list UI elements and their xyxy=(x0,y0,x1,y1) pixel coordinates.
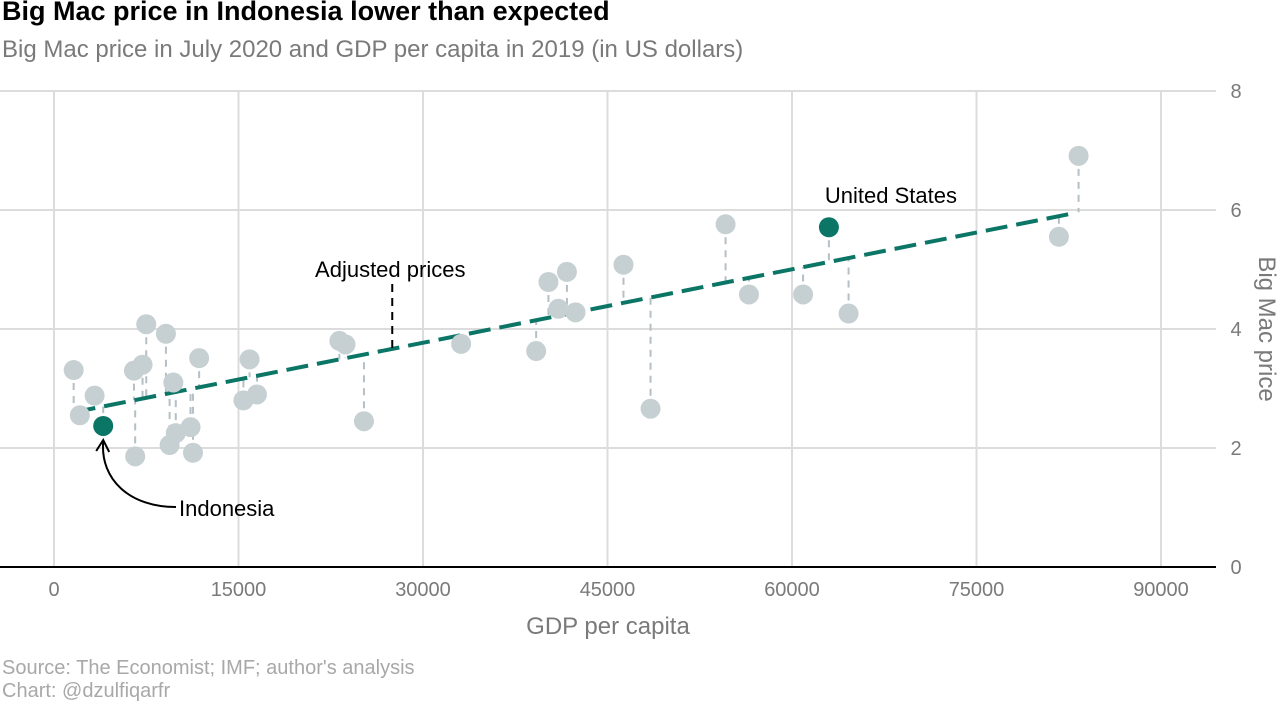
adjusted-prices-label: Adjusted prices xyxy=(315,257,465,282)
indonesia-label: Indonesia xyxy=(179,496,275,521)
x-tick-label: 75000 xyxy=(949,579,1005,601)
data-point xyxy=(353,411,374,432)
data-point xyxy=(526,341,547,362)
data-point xyxy=(84,385,105,406)
y-tick-label: 8 xyxy=(1230,81,1241,103)
data-point xyxy=(163,372,184,393)
data-point xyxy=(63,360,84,381)
y-tick-label: 6 xyxy=(1230,200,1241,222)
y-tick-label: 4 xyxy=(1230,319,1241,341)
data-point xyxy=(182,442,203,463)
source-caption: Source: The Economist; IMF; author's ana… xyxy=(2,657,415,679)
point-indonesia xyxy=(93,415,114,436)
data-point xyxy=(565,302,586,323)
data-point xyxy=(132,354,153,375)
data-point xyxy=(738,284,759,305)
chart-subtitle: Big Mac price in July 2020 and GDP per c… xyxy=(2,36,744,63)
y-tick-label: 0 xyxy=(1230,557,1241,579)
axis-layer: 0 2 4 6 8 0 15000 30000 45000 60000 75000 90000 GDP … xyxy=(0,81,1280,640)
credit-caption: Chart: @dzulfiqarfr xyxy=(2,680,171,702)
data-point xyxy=(125,446,146,467)
data-point xyxy=(69,405,90,426)
grid-layer xyxy=(0,90,1216,567)
data-point xyxy=(180,417,201,438)
indonesia-arrowhead xyxy=(95,437,111,453)
data-point xyxy=(335,334,356,355)
data-point xyxy=(1048,226,1069,247)
x-axis-title: GDP per capita xyxy=(526,613,690,640)
data-point xyxy=(246,384,267,405)
x-tick-label: 15000 xyxy=(211,579,267,601)
data-point xyxy=(155,323,176,344)
data-point xyxy=(613,254,634,275)
data-point xyxy=(793,284,814,305)
data-point xyxy=(640,398,661,419)
y-tick-label: 2 xyxy=(1230,438,1241,460)
annotation-layer: Adjusted prices United States Indonesia xyxy=(95,183,957,521)
data-point xyxy=(239,349,260,370)
x-tick-label: 30000 xyxy=(395,579,451,601)
data-point xyxy=(136,314,157,335)
data-point xyxy=(838,303,859,324)
chart-title: Big Mac price in Indonesia lower than ex… xyxy=(2,0,610,26)
x-tick-label: 0 xyxy=(48,579,59,601)
data-point xyxy=(189,348,210,369)
data-point xyxy=(538,271,559,292)
x-tick-label: 45000 xyxy=(580,579,636,601)
y-axis-title: Big Mac price xyxy=(1253,256,1280,401)
data-point xyxy=(556,261,577,282)
data-point xyxy=(548,298,569,319)
point-layer xyxy=(63,145,1089,467)
x-tick-label: 90000 xyxy=(1133,579,1189,601)
data-point xyxy=(451,333,472,354)
data-point xyxy=(715,214,736,235)
indonesia-arrow xyxy=(102,440,177,508)
data-point xyxy=(1068,145,1089,166)
x-tick-label: 60000 xyxy=(764,579,820,601)
united-states-label: United States xyxy=(825,183,957,208)
point-united-states xyxy=(818,217,839,238)
